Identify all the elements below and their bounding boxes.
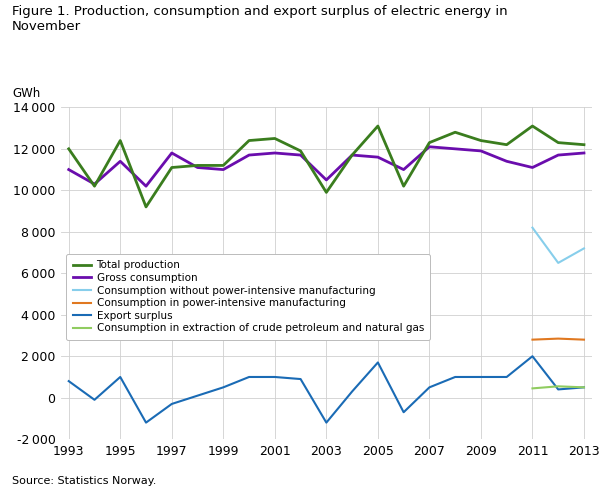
Text: GWh: GWh: [12, 87, 40, 100]
Text: Source: Statistics Norway.: Source: Statistics Norway.: [12, 476, 157, 486]
Legend: Total production, Gross consumption, Consumption without power-intensive manufac: Total production, Gross consumption, Con…: [66, 254, 430, 340]
Text: Figure 1. Production, consumption and export surplus of electric energy in
Novem: Figure 1. Production, consumption and ex…: [12, 5, 508, 33]
